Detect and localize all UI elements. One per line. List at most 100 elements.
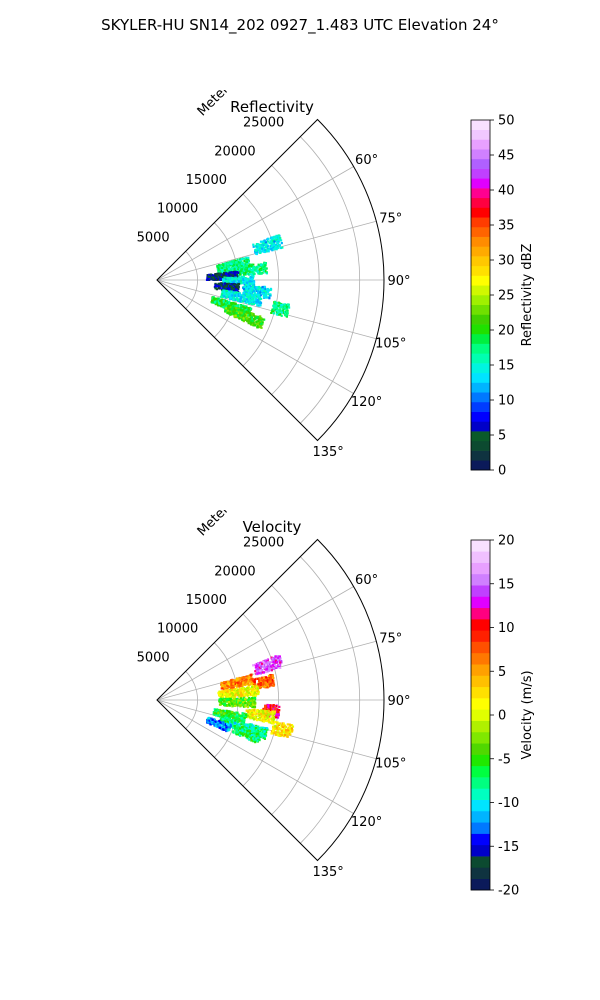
echo-cell: [277, 734, 280, 737]
echo-cell: [236, 268, 239, 271]
echo-cell: [235, 285, 238, 289]
echo-cell: [253, 295, 256, 298]
colorbar-segment: [471, 333, 490, 344]
echo-cell: [228, 266, 231, 269]
echo-cell: [233, 701, 236, 704]
echo-cell: [241, 312, 244, 316]
echo-cell: [248, 710, 251, 714]
azimuth-gridline: [156, 586, 354, 701]
echo-cell: [237, 294, 240, 297]
echo-cell: [259, 290, 262, 293]
echo-cell: [241, 688, 244, 691]
echo-cell: [245, 287, 249, 290]
echo-cell: [255, 692, 258, 695]
echo-cell: [247, 285, 251, 289]
echo-cell: [261, 671, 264, 674]
echo-cell: [273, 238, 277, 241]
echo-cell: [277, 246, 280, 250]
echo-cell: [263, 250, 266, 253]
echo-cell: [238, 715, 241, 718]
echo-cell: [226, 273, 229, 276]
echo-cell: [246, 701, 249, 704]
echo-cell: [265, 717, 268, 720]
echo-cell: [257, 690, 260, 693]
colorbar-segment: [471, 324, 490, 335]
echo-cell: [242, 272, 246, 275]
echo-cell: [257, 322, 260, 325]
echo-cell: [224, 303, 227, 306]
echo-cell: [247, 710, 250, 713]
echo-cell: [225, 299, 228, 303]
echo-cell: [272, 245, 275, 248]
echo-cell: [240, 684, 243, 687]
colorbar-segment: [471, 421, 490, 432]
colorbar-segment: [471, 129, 490, 140]
echo-cell: [247, 311, 250, 315]
echo-cell: [231, 725, 234, 728]
echo-cell: [262, 265, 265, 268]
echo-cell: [254, 689, 257, 692]
echo-cell: [217, 282, 220, 285]
echo-cell: [219, 276, 222, 279]
echo-cell: [252, 703, 255, 706]
echo-cell: [239, 308, 242, 311]
echo-cell: [270, 721, 273, 725]
echo-cell: [265, 288, 268, 291]
echo-cell: [258, 324, 261, 328]
echo-cell: [254, 670, 257, 673]
echo-cell: [272, 725, 275, 728]
echo-cell: [271, 710, 274, 713]
echo-cell: [221, 282, 224, 285]
echo-cell: [231, 274, 234, 277]
echo-cell: [262, 680, 265, 683]
echo-cell: [262, 246, 265, 249]
echo-cell: [223, 269, 227, 272]
echo-cell: [279, 666, 282, 669]
echo-cell: [273, 710, 276, 713]
echo-cell: [266, 716, 269, 719]
echo-cell: [270, 669, 273, 672]
echo-cell: [271, 238, 274, 242]
colorbar-segment: [471, 226, 490, 237]
echo-cell: [248, 712, 251, 715]
echo-cell: [248, 698, 251, 701]
echo-cell: [268, 713, 271, 716]
echo-cell: [220, 295, 223, 298]
echo-cell: [252, 738, 255, 742]
echo-cell: [245, 260, 248, 263]
echo-cell: [246, 695, 249, 698]
echo-cell: [266, 710, 269, 713]
echo-cell: [249, 319, 252, 322]
echo-cell: [282, 722, 285, 725]
echo-cell: [277, 237, 280, 240]
echo-cell: [258, 714, 261, 717]
echo-cell: [241, 722, 244, 725]
echo-cell: [228, 261, 232, 264]
echo-cell: [244, 290, 247, 293]
echo-cell: [243, 259, 246, 263]
echo-cell: [229, 697, 232, 700]
echo-cell: [226, 281, 229, 284]
echo-cell: [246, 714, 249, 717]
echo-cell: [210, 722, 214, 725]
echo-cell: [240, 697, 243, 700]
colorbar-tick-label: 0: [498, 464, 506, 479]
echo-cell: [256, 246, 259, 249]
echo-cell: [258, 268, 261, 271]
echo-cell: [245, 713, 248, 716]
echo-cell: [238, 278, 241, 281]
echo-cell: [214, 300, 217, 303]
echo-cell: [264, 670, 267, 674]
echo-cell: [256, 270, 259, 274]
echo-cell: [274, 245, 278, 248]
echo-cell: [214, 286, 217, 289]
echo-cell: [275, 713, 278, 716]
echo-cell: [252, 266, 255, 269]
echo-cell: [237, 699, 240, 702]
echo-cell: [290, 724, 294, 727]
echo-cell: [237, 723, 240, 726]
echo-cell: [234, 699, 237, 702]
echo-cell: [289, 729, 292, 732]
velocity-panel: Velocity60°75°90°105°120°135°50001000015…: [137, 510, 535, 899]
echo-cell: [229, 723, 232, 726]
